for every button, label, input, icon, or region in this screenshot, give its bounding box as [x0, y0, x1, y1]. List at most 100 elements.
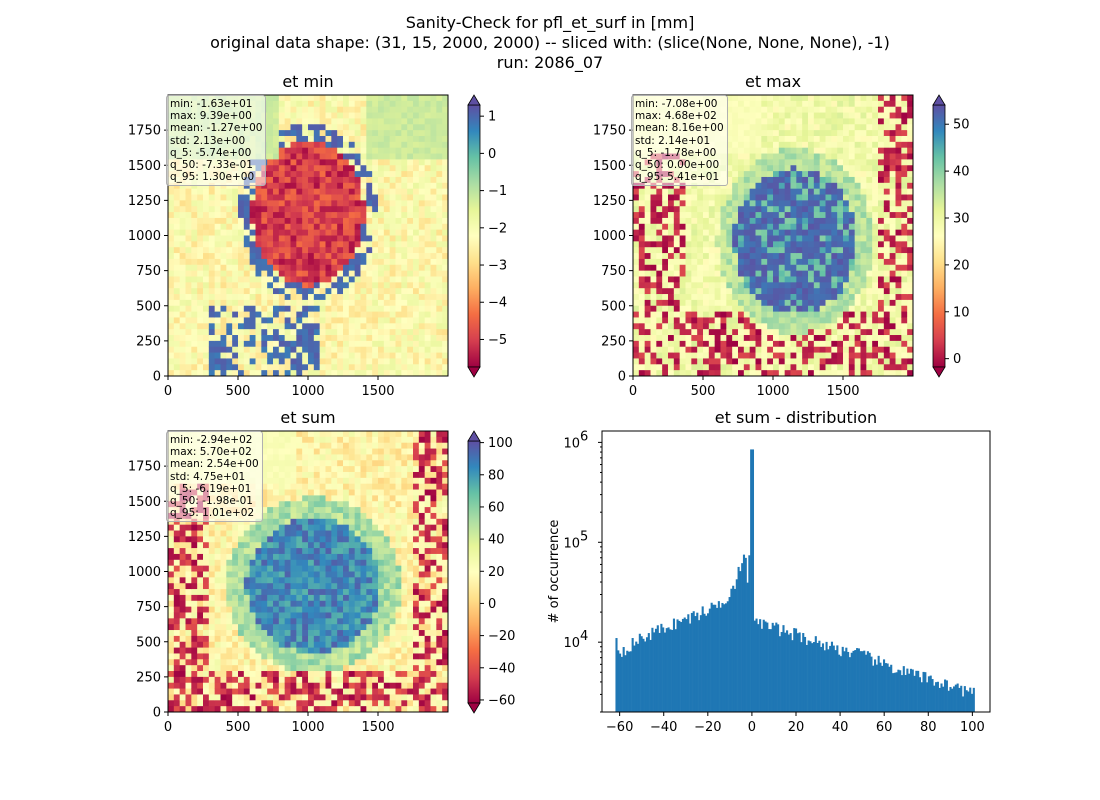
heatmap-cell	[413, 118, 420, 125]
heatmap-cell	[418, 299, 426, 307]
heatmap-cell	[778, 299, 786, 307]
heatmap-cell	[720, 364, 727, 371]
heatmap-cell	[395, 176, 402, 184]
heatmap-cell	[679, 194, 686, 201]
heatmap-cell	[796, 100, 803, 108]
heatmap-cell	[360, 206, 367, 213]
heatmap-cell	[442, 270, 449, 277]
heatmap-cell	[726, 317, 733, 324]
heatmap-cell	[378, 370, 385, 377]
heatmap-cell	[866, 159, 873, 166]
heatmap-cell	[808, 340, 815, 348]
heatmap-cell	[343, 182, 350, 190]
heatmap-cell	[226, 294, 233, 301]
y-tick-label: 1500	[128, 159, 161, 174]
heatmap-cell	[413, 159, 420, 166]
heatmap-cell	[168, 311, 175, 318]
heatmap-cell	[366, 118, 373, 125]
heatmap-cell	[889, 335, 896, 342]
heatmap-cell	[755, 340, 762, 348]
heatmap-cell	[173, 688, 181, 695]
heatmap-cell	[354, 171, 361, 178]
heatmap-cell	[784, 329, 791, 336]
heatmap-cell	[831, 317, 838, 324]
heatmap-cell	[831, 217, 838, 225]
heatmap-cell	[720, 247, 727, 254]
heatmap-cell	[866, 135, 873, 143]
heatmap-cell	[372, 200, 379, 207]
heatmap-cell	[837, 317, 844, 324]
heatmap-cell	[302, 171, 309, 178]
heatmap-cell	[825, 352, 832, 359]
heatmap-cell	[220, 352, 227, 359]
heatmap-cell	[767, 311, 774, 318]
heatmap-cell	[644, 299, 651, 307]
heatmap-cell	[644, 358, 651, 365]
heatmap-cell	[726, 299, 733, 307]
heatmap-cell	[662, 258, 669, 266]
heatmap-cell	[685, 294, 692, 301]
heatmap-cell	[738, 229, 745, 236]
heatmap-cell	[191, 630, 198, 637]
heatmap-cell	[668, 323, 675, 330]
heatmap-cell	[749, 153, 756, 160]
heatmap-cell	[889, 135, 896, 143]
heatmap-cell	[837, 217, 844, 225]
heatmap-cell	[656, 253, 663, 260]
heatmap-cell	[284, 276, 291, 283]
heatmap-cell	[703, 323, 710, 330]
heatmap-cell	[644, 305, 651, 312]
heatmap-cell	[703, 352, 710, 359]
heatmap-cell	[232, 223, 239, 231]
heatmap-cell	[860, 165, 867, 172]
heatmap-cell	[796, 264, 803, 272]
heatmap-cell	[395, 217, 402, 225]
heatmap-cell	[691, 282, 698, 289]
heatmap-cell	[203, 288, 210, 295]
heatmap-cell	[278, 212, 286, 219]
colorbar-tick-label: 1	[488, 110, 496, 125]
heatmap-cell	[784, 118, 791, 125]
heatmap-cell	[203, 335, 210, 342]
heatmap-cell	[197, 630, 204, 637]
heatmap-cell	[348, 270, 356, 277]
heatmap-cell	[761, 200, 768, 207]
heatmap-cell	[802, 311, 809, 318]
heatmap-cell	[220, 329, 227, 336]
heatmap-cell	[773, 258, 780, 266]
heatmap-cell	[407, 370, 414, 377]
heatmap-cell	[691, 276, 698, 283]
heatmap-cell	[808, 176, 815, 184]
heatmap-cell	[784, 194, 791, 201]
heatmap-cell	[442, 352, 449, 359]
heatmap-cell	[255, 247, 262, 254]
heatmap-cell	[179, 235, 186, 242]
heatmap-cell	[168, 276, 175, 283]
heatmap-cell	[866, 288, 873, 295]
heatmap-cell	[837, 253, 844, 260]
heatmap-cell	[685, 299, 692, 307]
heatmap-cell	[668, 346, 675, 353]
heatmap-cell	[813, 200, 821, 207]
heatmap-cell	[214, 270, 221, 277]
heatmap-cell	[308, 118, 315, 125]
heatmap-cell	[778, 153, 786, 160]
heatmap-cell	[226, 358, 233, 365]
heatmap-cell	[401, 294, 408, 301]
heatmap-cell	[673, 311, 681, 318]
heatmap-cell	[907, 294, 914, 301]
heatmap-cell	[267, 329, 274, 336]
heatmap-cell	[267, 95, 274, 102]
heatmap-cell	[366, 352, 373, 359]
heatmap-cell	[843, 212, 850, 219]
heatmap-cell	[395, 241, 402, 248]
heatmap-cell	[638, 235, 646, 242]
heatmap-cell	[331, 118, 338, 125]
heatmap-cell	[278, 141, 286, 149]
heatmap-cell	[395, 159, 402, 166]
heatmap-cell	[749, 311, 756, 318]
heatmap-cell	[703, 340, 710, 348]
heatmap-cell	[255, 323, 262, 330]
heatmap-cell	[854, 317, 861, 324]
heatmap-cell	[366, 305, 373, 312]
